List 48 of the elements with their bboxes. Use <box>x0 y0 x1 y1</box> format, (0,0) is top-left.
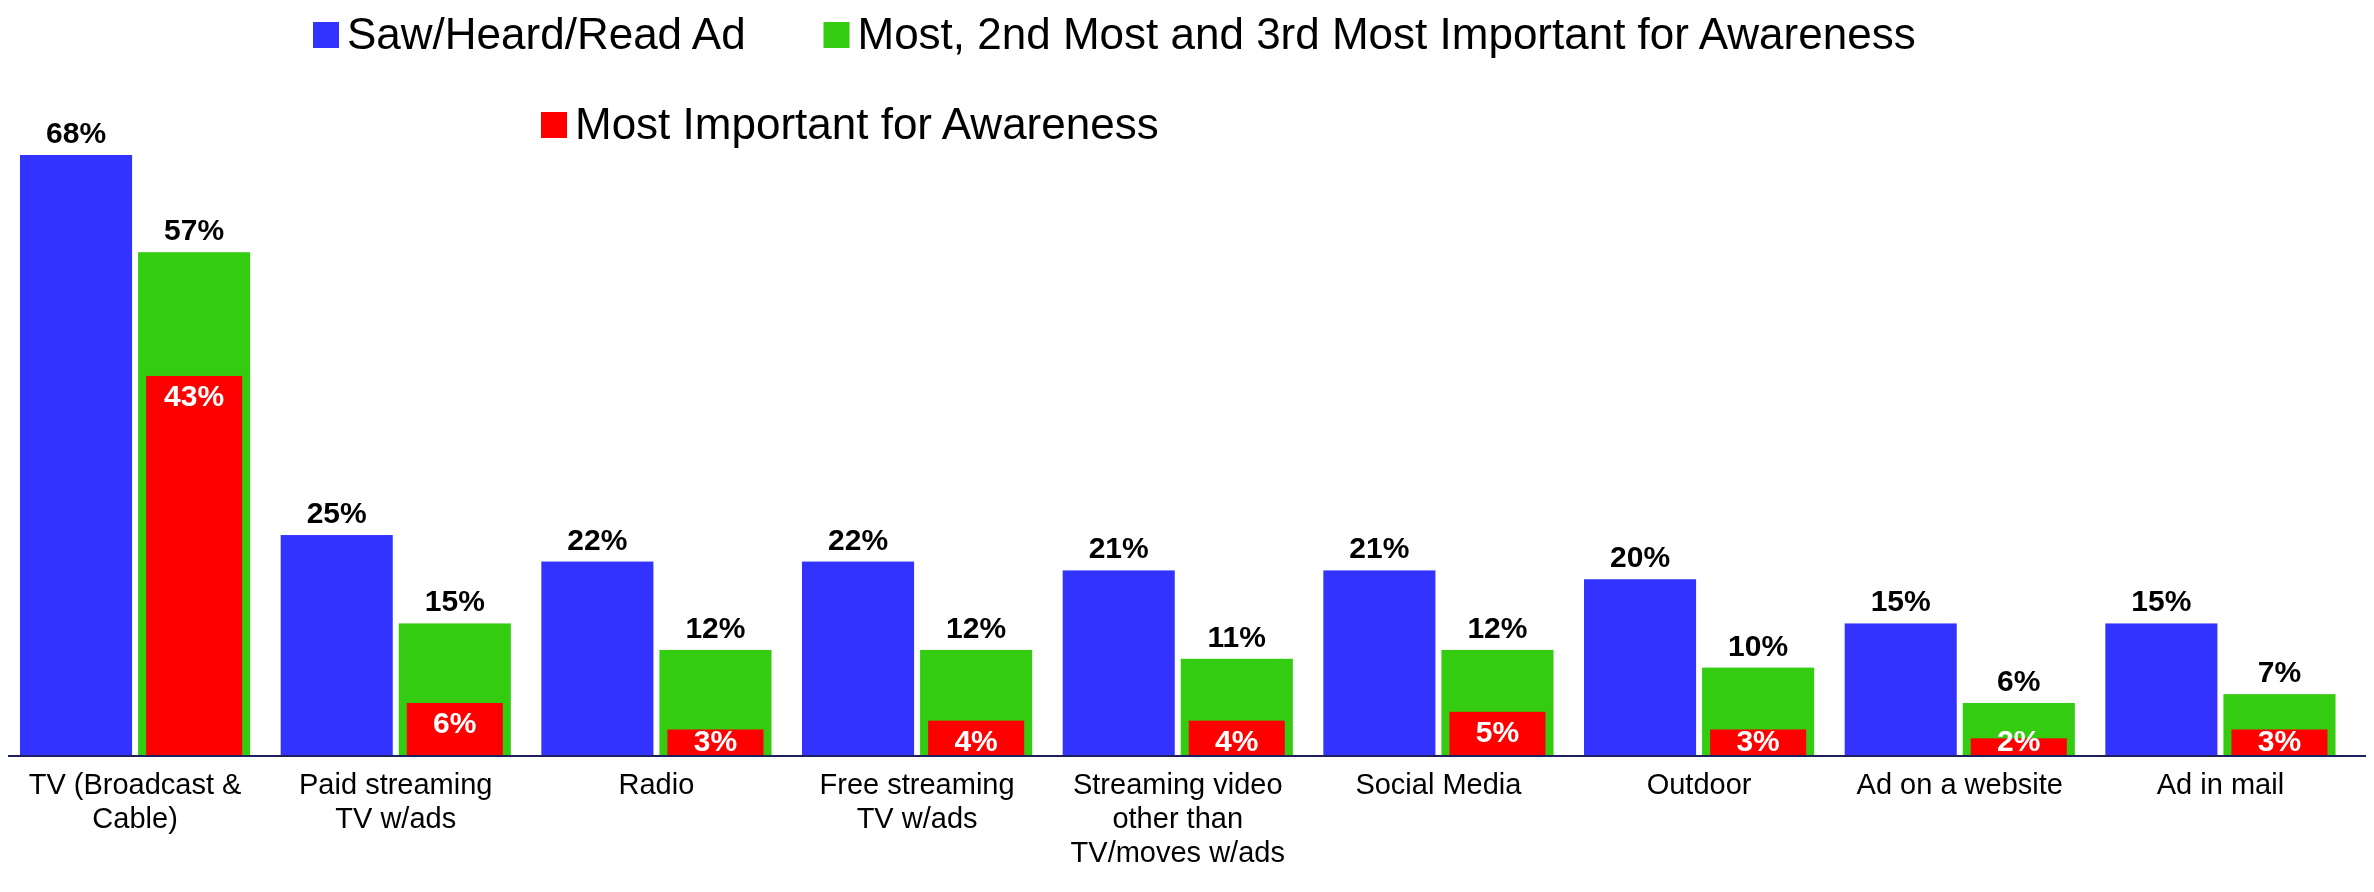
bar <box>802 561 915 756</box>
data-label: 3% <box>2257 724 2302 757</box>
bar <box>1062 570 1175 756</box>
data-label: 20% <box>1610 540 1671 574</box>
data-label: 21% <box>1088 531 1149 565</box>
bar <box>20 155 133 756</box>
data-label: 15% <box>424 584 485 618</box>
x-tick-label: Ad on a website <box>1856 768 2063 800</box>
data-label: 3% <box>693 724 738 757</box>
data-label: 6% <box>1997 663 2041 697</box>
bar <box>1844 623 1957 756</box>
data-label: 22% <box>828 522 889 556</box>
data-label: 22% <box>567 522 628 556</box>
x-tick-label: Ad in mail <box>2156 768 2285 800</box>
x-tick-label: Outdoor <box>1646 768 1752 800</box>
bar <box>280 535 393 756</box>
data-label: 11% <box>1207 619 1266 653</box>
data-label: 15% <box>2131 584 2192 618</box>
data-label: 4% <box>1215 723 1259 757</box>
data-label: 5% <box>1475 714 1520 748</box>
x-tick-label: TV (Broadcast & Cable) <box>28 768 242 834</box>
data-label: 12% <box>1467 610 1528 644</box>
legend-label: Saw/Heard/Read Ad <box>347 9 746 58</box>
x-tick-label: Streaming video other than TV/moves w/ads <box>1070 768 1285 868</box>
data-label: 57% <box>164 213 225 247</box>
data-label: 6% <box>433 705 477 739</box>
data-label: 12% <box>685 610 746 644</box>
bar <box>1323 570 1436 756</box>
data-label: 3% <box>1736 724 1780 757</box>
bar <box>146 375 243 756</box>
x-tick-label: Paid streaming TV w/ads <box>299 768 493 834</box>
data-label: 12% <box>946 610 1007 644</box>
data-label: 25% <box>306 496 367 530</box>
data-label: 43% <box>164 378 225 412</box>
data-label: 21% <box>1349 531 1410 565</box>
x-tick-label: Free streaming TV w/ads <box>819 768 1015 834</box>
legend-label: Most Important for Awareness <box>575 99 1159 148</box>
data-label: 4% <box>954 723 998 757</box>
bar <box>2105 623 2218 756</box>
bar <box>541 561 654 756</box>
x-tick-label: Radio <box>618 768 695 800</box>
x-tick-label: Social Media <box>1355 768 1523 800</box>
data-label: 7% <box>2257 655 2302 689</box>
data-label: 68% <box>46 116 107 149</box>
legend-label: Most, 2nd Most and 3rd Most Important for Awareness <box>857 9 1916 58</box>
data-label: 15% <box>1870 584 1931 618</box>
data-label: 10% <box>1728 628 1789 662</box>
bar <box>1584 579 1697 756</box>
